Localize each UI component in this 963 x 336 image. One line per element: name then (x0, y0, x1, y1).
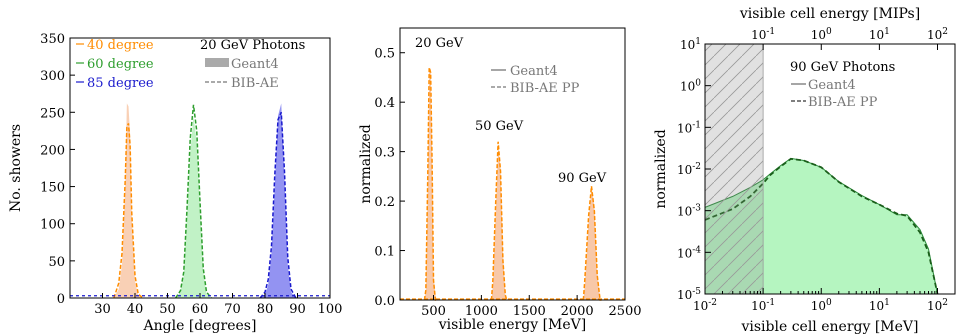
y-axis-label: No. showers (8, 124, 24, 212)
bibae-line-0 (423, 67, 437, 301)
excluded-region-hatch (705, 44, 764, 294)
peak-annotation: 50 GeV (475, 119, 524, 134)
y-tick-label: 10-2 (677, 162, 701, 177)
y-tick-label: 10-4 (677, 245, 701, 260)
y-tick-label: 0.2 (374, 195, 395, 210)
x-tick-label: 70 (224, 302, 241, 317)
geant4-fill-2 (260, 103, 296, 298)
y-tick-label: 100 (680, 79, 701, 94)
y-tick-label: 50 (48, 255, 65, 270)
x-tick-label: 1000 (465, 304, 498, 319)
legend-entry: BIB-AE (231, 76, 279, 91)
y-tick-label: 250 (40, 106, 65, 121)
y-tick-label: 10-5 (677, 287, 701, 302)
x-axis-label: visible energy [MeV] (438, 317, 586, 333)
y-tick-label: 0.1 (374, 245, 395, 260)
y-tick-label: 0.5 (374, 47, 395, 62)
legend: 90 GeV Photons Geant4 BIB-AE PP (790, 60, 895, 110)
y-tick-label: 200 (40, 143, 65, 158)
y-axis-label: normalized (653, 129, 669, 208)
series-1 (490, 141, 508, 301)
x-tick-label: 500 (421, 304, 446, 319)
y-tick-label: 0.0 (374, 294, 395, 309)
legend-entry: Geant4 (510, 64, 558, 79)
y-tick-label: 300 (40, 69, 65, 84)
x-tick-label: 2000 (561, 304, 594, 319)
x-tick-label: 100 (318, 302, 343, 317)
bibae-line-0 (113, 123, 144, 299)
y-tick-label: 350 (40, 32, 65, 47)
chart-angle: 30 40 50 60 70 80 90 100 0 50 100 150 200 250 300 350 An… (8, 32, 342, 334)
chart-energy: 500 1000 1500 2000 2500 0.0 0.1 0.2 0.3 0.4 0.5 vis… (358, 27, 642, 333)
bibae-line-1 (174, 104, 212, 299)
x-tick-label: 60 (192, 302, 209, 317)
legend-entry: Geant4 (808, 78, 856, 93)
x-tick-label: 102 (927, 298, 948, 313)
legend-entry: 85 degree (87, 76, 154, 91)
x-tick-label: 101 (869, 298, 890, 313)
x-tick-label: 1500 (513, 304, 546, 319)
geant4-fill-1 (175, 116, 212, 298)
geant4-fill-1 (491, 146, 507, 300)
top-x-axis-label: visible cell energy [MIPs] (739, 6, 920, 22)
x-tick-label: 10-2 (693, 298, 717, 313)
legend-entry: BIB-AE PP (808, 95, 878, 110)
series-1 (174, 104, 212, 299)
y-axis-label: normalized (358, 124, 374, 203)
bibae-line (704, 157, 939, 295)
x-tick-label: 10-1 (751, 298, 775, 313)
top-x-tick-label: 100 (811, 27, 832, 42)
y-tick-label: 100 (40, 218, 65, 233)
geant4-fill-0 (113, 103, 144, 298)
series-2 (259, 103, 297, 299)
series-0 (113, 103, 144, 299)
y-tick-label: 150 (40, 181, 65, 196)
top-x-tick-label: 101 (869, 27, 890, 42)
y-tick-label: 0.3 (374, 146, 395, 161)
y-tick-label: 0.4 (374, 96, 395, 111)
x-tick-label: 50 (159, 302, 176, 317)
peak-annotation: 90 GeV (558, 171, 607, 186)
top-x-tick-label: 102 (927, 27, 948, 42)
x-axis-label: visible cell energy [MeV] (740, 319, 918, 335)
y-tick-label: 10-1 (677, 120, 701, 135)
plot-frame (399, 27, 626, 301)
series-2 (582, 186, 602, 301)
bibae-line-2 (259, 111, 297, 299)
x-axis-label: Angle [degrees] (143, 318, 257, 334)
legend: 40 degree 60 degree 85 degree 20 GeV Photon… (76, 38, 305, 91)
y-tick-label: 10-3 (677, 204, 701, 219)
legend: Geant4 BIB-AE PP (491, 64, 580, 96)
y-tick-label: 101 (680, 37, 701, 52)
top-x-tick-label: 10-1 (751, 27, 775, 42)
x-tick-label: 30 (94, 302, 111, 317)
legend-swatch-geant4 (205, 58, 229, 67)
x-tick-label: 80 (257, 302, 274, 317)
x-tick-label: 2500 (608, 304, 641, 319)
peak-annotation: 20 GeV (415, 36, 464, 51)
geant4-fill-0 (424, 67, 437, 301)
legend-title: 20 GeV Photons (200, 38, 305, 53)
legend-entry: Geant4 (231, 57, 279, 72)
series-0 (423, 67, 437, 301)
x-tick-label: 40 (127, 302, 144, 317)
legend-title: 90 GeV Photons (790, 60, 895, 75)
bibae-line-1 (490, 141, 508, 301)
y-tick-label: 0 (57, 292, 65, 307)
legend-entry: 40 degree (87, 38, 154, 53)
x-tick-label: 100 (811, 298, 832, 313)
legend-entry: 60 degree (87, 57, 154, 72)
chart-cell-energy: 10-210-110010110210-110010110210310-510-… (653, 6, 956, 335)
x-tick-label: 90 (289, 302, 306, 317)
bibae-line-2 (582, 186, 602, 301)
legend-entry: BIB-AE PP (510, 81, 580, 96)
